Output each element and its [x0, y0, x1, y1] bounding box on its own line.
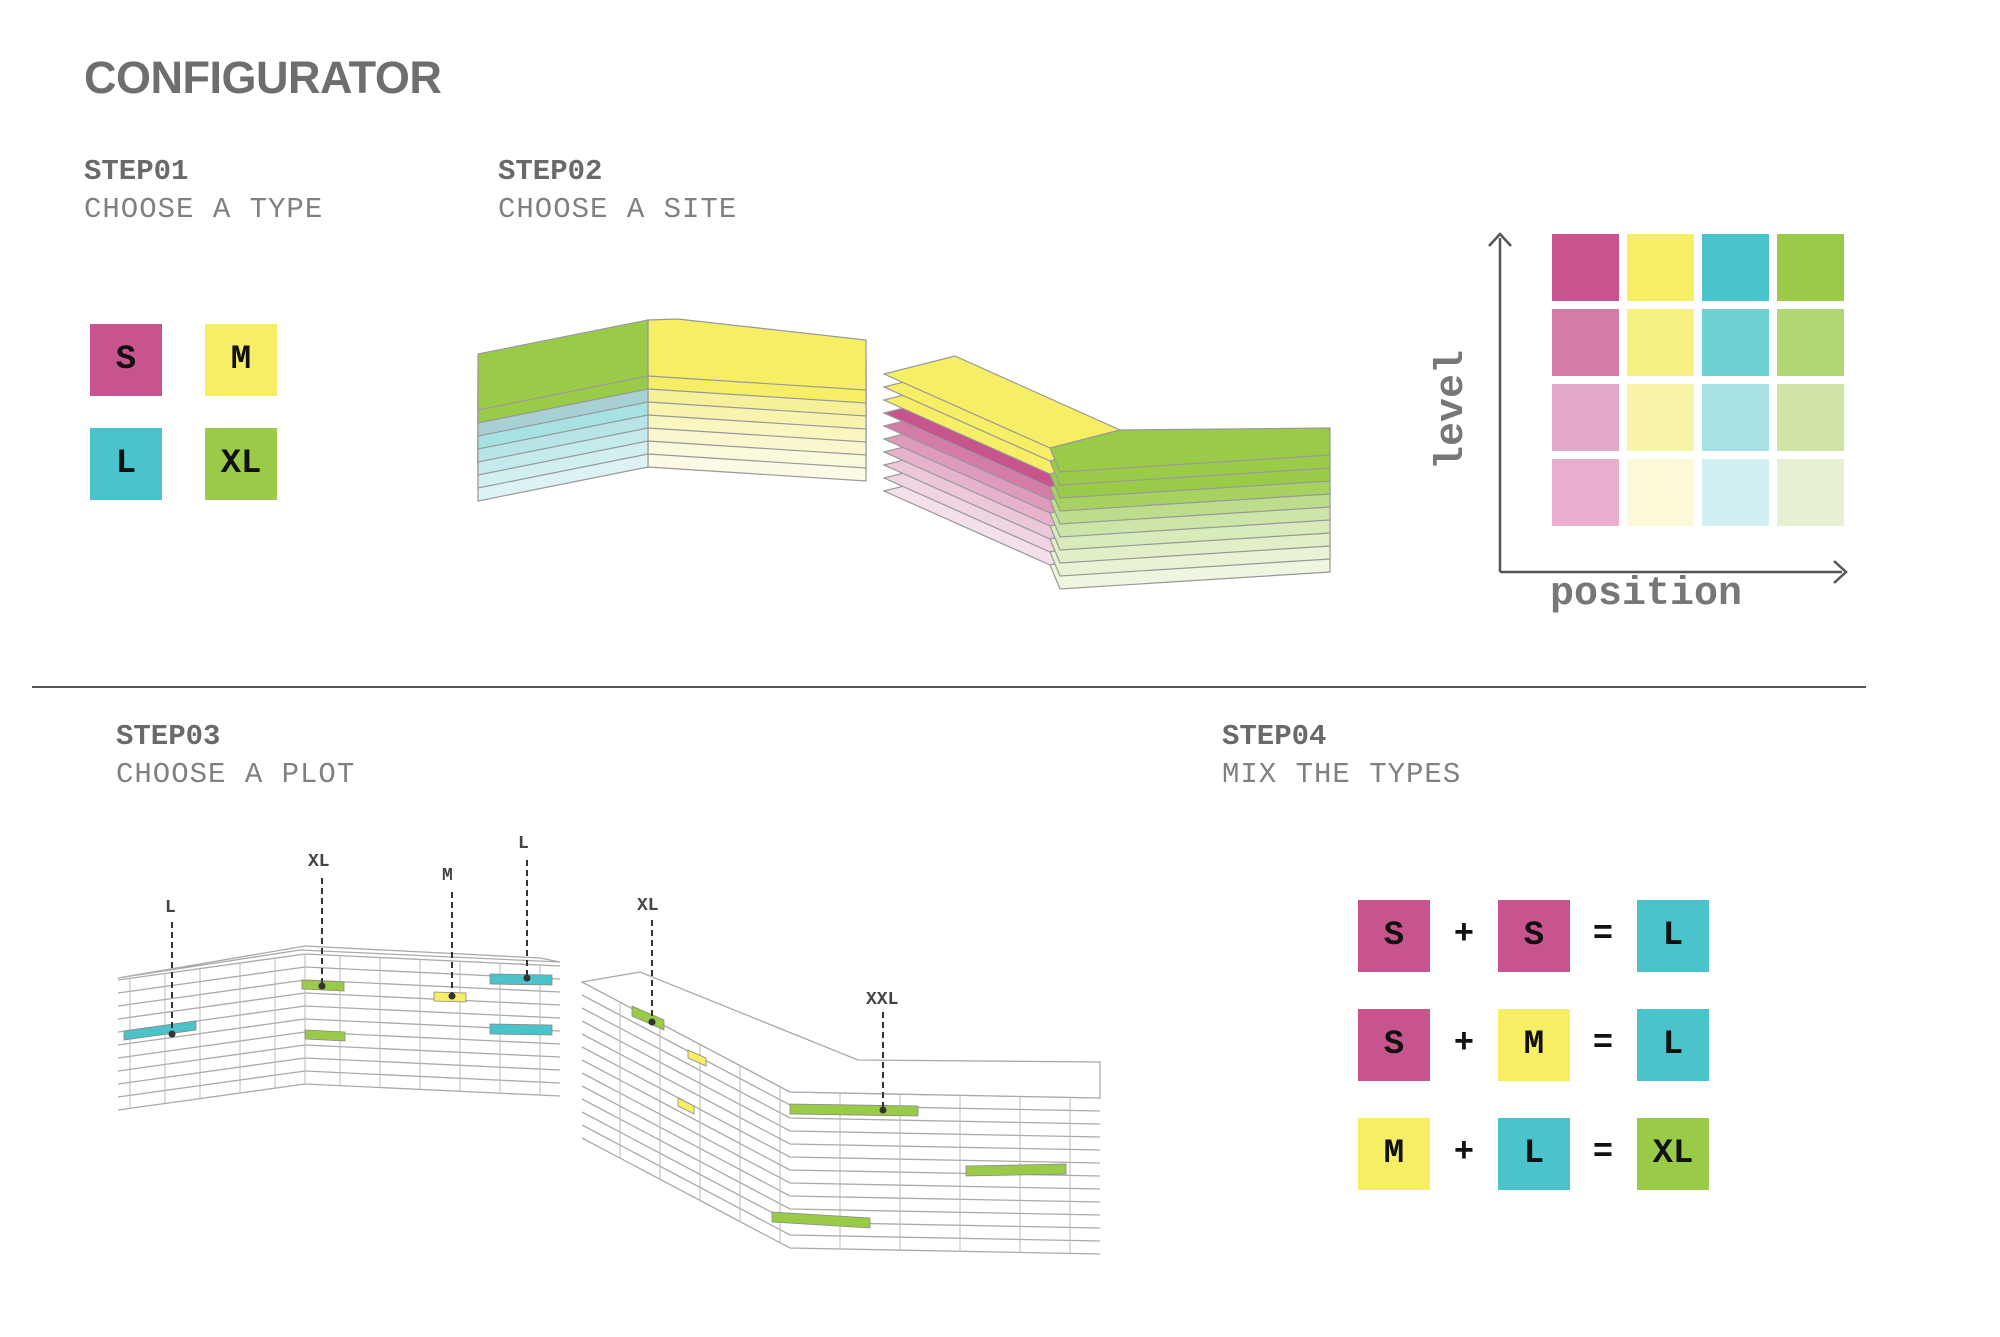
mix-3-result[interactable]: XL: [1637, 1118, 1709, 1190]
plot-unit[interactable]: [789, 1103, 919, 1117]
matrix-cell-r3-c3[interactable]: [1702, 384, 1769, 451]
mix-2-operand-a[interactable]: S: [1358, 1009, 1430, 1081]
matrix-cell-r3-c4[interactable]: [1777, 384, 1844, 451]
step01-description: CHOOSE A TYPE: [84, 193, 324, 226]
plot-leader-dot: [648, 1018, 656, 1026]
matrix-cell-r2-c4[interactable]: [1777, 309, 1844, 376]
type-tile-m[interactable]: M: [205, 324, 277, 396]
step01-number: STEP01: [84, 155, 189, 188]
step02-number: STEP02: [498, 155, 603, 188]
step04-description: MIX THE TYPES: [1222, 758, 1462, 791]
mix-1-equals: =: [1592, 916, 1614, 954]
mix-2-equals: =: [1592, 1025, 1614, 1063]
y-axis-arrow-icon: [1488, 232, 1512, 247]
site-right-stack[interactable]: [882, 355, 1331, 590]
plot-unit[interactable]: [687, 1049, 707, 1067]
site-left-left-wing-floor: [477, 319, 649, 411]
mix-1-result[interactable]: L: [1637, 900, 1709, 972]
plot-label-xxl: XXL: [866, 990, 899, 1010]
matrix-cell-r2-c2[interactable]: [1627, 309, 1694, 376]
plot-label-m: M: [442, 866, 453, 886]
matrix-cell-r2-c1[interactable]: [1552, 309, 1619, 376]
plot-label-l-left: L: [165, 898, 176, 918]
plot-right-floor-line: [581, 1098, 1101, 1216]
plot-label-xl-left: XL: [308, 852, 330, 872]
plot-leader-lines: [168, 860, 887, 1114]
matrix-cell-r4-c1[interactable]: [1552, 459, 1619, 526]
step02-description: CHOOSE A SITE: [498, 193, 738, 226]
matrix-cell-r4-c4[interactable]: [1777, 459, 1844, 526]
plot-right-floor-line: [581, 1137, 1101, 1255]
page-title: CONFIGURATOR: [84, 52, 442, 103]
x-axis-label: position: [1550, 572, 1743, 617]
mix-3-plus: +: [1453, 1134, 1475, 1172]
plot-unit[interactable]: [965, 1163, 1067, 1177]
plot-label-xl-right: XL: [637, 896, 659, 916]
plot-leader-dot: [168, 1030, 176, 1038]
plot-unit[interactable]: [489, 973, 553, 986]
plot-units: [123, 973, 1067, 1229]
plot-right-floor-line: [581, 1072, 1101, 1190]
plot-unit[interactable]: [677, 1097, 695, 1115]
plot-right-floor-line: [581, 1085, 1101, 1203]
plot-right-roof: [580, 971, 1101, 1099]
plot-leader-dot: [448, 992, 456, 1000]
plot-leader-dot: [318, 982, 326, 990]
matrix-cell-r1-c2[interactable]: [1627, 234, 1694, 301]
type-tile-xl[interactable]: XL: [205, 428, 277, 500]
plot-unit[interactable]: [631, 1005, 665, 1031]
mix-1-plus: +: [1453, 916, 1475, 954]
matrix-cell-r4-c3[interactable]: [1702, 459, 1769, 526]
plot-unit[interactable]: [489, 1023, 553, 1036]
mix-3-equals: =: [1592, 1134, 1614, 1172]
plot-right-floor-line: [581, 1033, 1101, 1151]
plot-left-roof: [117, 945, 561, 979]
mix-3-operand-a[interactable]: M: [1358, 1118, 1430, 1190]
mix-3-operand-b[interactable]: L: [1498, 1118, 1570, 1190]
mix-2-operand-b[interactable]: M: [1498, 1009, 1570, 1081]
matrix-grid: [1552, 234, 1844, 526]
step04-number: STEP04: [1222, 720, 1327, 753]
plot-right-floor-line: [581, 1007, 1101, 1125]
mix-1-operand-b[interactable]: S: [1498, 900, 1570, 972]
type-tile-l[interactable]: L: [90, 428, 162, 500]
section-divider: [32, 686, 1866, 688]
mix-1-operand-a[interactable]: S: [1358, 900, 1430, 972]
matrix-cell-r1-c1[interactable]: [1552, 234, 1619, 301]
plot-unit[interactable]: [771, 1211, 871, 1229]
site-left-stack[interactable]: [477, 318, 867, 502]
plot-left-floor-line: [117, 953, 561, 981]
step03-description: CHOOSE A PLOT: [116, 758, 356, 791]
plot-right-floor-line: [581, 1124, 1101, 1242]
plot-leader-dot: [523, 974, 531, 982]
matrix-cell-r3-c2[interactable]: [1627, 384, 1694, 451]
plot-unit[interactable]: [304, 1029, 346, 1042]
plot-right-floor-line: [581, 1046, 1101, 1164]
mix-2-plus: +: [1453, 1025, 1475, 1063]
step03-number: STEP03: [116, 720, 221, 753]
x-axis-arrow-icon: [1833, 560, 1848, 584]
matrix-axes: [1488, 232, 1848, 584]
matrix-cell-r4-c2[interactable]: [1627, 459, 1694, 526]
matrix-cell-r3-c1[interactable]: [1552, 384, 1619, 451]
plot-unit[interactable]: [123, 1020, 197, 1041]
plot-leader-dot: [879, 1106, 887, 1114]
plot-label-l-right: L: [518, 834, 529, 854]
matrix-cell-r1-c4[interactable]: [1777, 234, 1844, 301]
matrix-cell-r2-c3[interactable]: [1702, 309, 1769, 376]
type-tile-s[interactable]: S: [90, 324, 162, 396]
plot-right-floor-line: [581, 1020, 1101, 1138]
matrix-cell-r1-c3[interactable]: [1702, 234, 1769, 301]
site-right-slab-floor: [882, 355, 1122, 449]
mix-2-result[interactable]: L: [1637, 1009, 1709, 1081]
